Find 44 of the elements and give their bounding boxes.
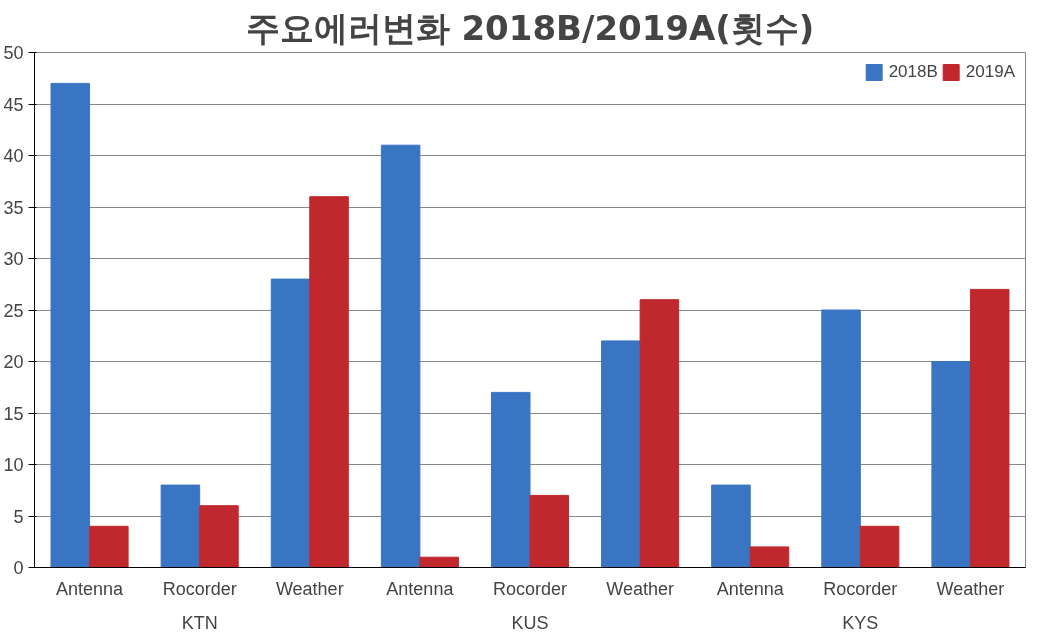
- bar: [529, 494, 570, 568]
- x-tick-label: Weather: [936, 578, 1005, 599]
- bar: [859, 525, 900, 568]
- y-tick-label: 35: [3, 197, 24, 218]
- legend-label: 2018B: [888, 62, 938, 82]
- bar: [821, 309, 861, 568]
- bar: [931, 361, 971, 568]
- y-tick-label: 15: [3, 403, 24, 424]
- text: KUS: [511, 612, 549, 633]
- y-tick-label: 30: [3, 249, 24, 269]
- y-tick-label: 20: [3, 352, 24, 372]
- y-tick-label: 25: [3, 300, 24, 321]
- bar: [50, 82, 91, 568]
- y-tick-label: 40: [3, 146, 24, 166]
- bar: [639, 299, 680, 568]
- y-tick-label: 45: [3, 94, 24, 115]
- x-tick-label: Antenna: [56, 578, 125, 599]
- bar: [199, 505, 239, 568]
- bar: [89, 525, 129, 568]
- y-tick-label: 50: [3, 43, 24, 63]
- bar: [490, 391, 531, 568]
- x-tick-label: Rocorder: [823, 578, 898, 599]
- x-tick-label: Antenna: [716, 578, 785, 599]
- bar: [601, 340, 641, 568]
- text: KYS: [842, 612, 879, 633]
- bar: [711, 484, 751, 568]
- chart-title: 주요에러변화 2018B/2019A(횟수): [245, 7, 815, 48]
- bar: [270, 278, 311, 568]
- y-tick-label: 5: [13, 506, 24, 527]
- x-tick-label: Rocorder: [162, 578, 237, 599]
- legend-label: 2019A: [965, 62, 1015, 82]
- y-tick-label: 10: [3, 455, 24, 475]
- text: KTN: [181, 612, 218, 633]
- x-tick-label: Weather: [275, 578, 344, 599]
- bar: [419, 556, 459, 568]
- bar: [160, 484, 201, 568]
- x-tick-label: Antenna: [386, 578, 455, 599]
- y-tick-label: 0: [13, 558, 24, 578]
- bar: [380, 144, 421, 568]
- x-tick-label: Weather: [606, 578, 674, 599]
- bar: [309, 196, 349, 568]
- x-tick-label: Rocorder: [492, 578, 568, 599]
- bar: [749, 546, 790, 568]
- bar: [969, 288, 1010, 568]
